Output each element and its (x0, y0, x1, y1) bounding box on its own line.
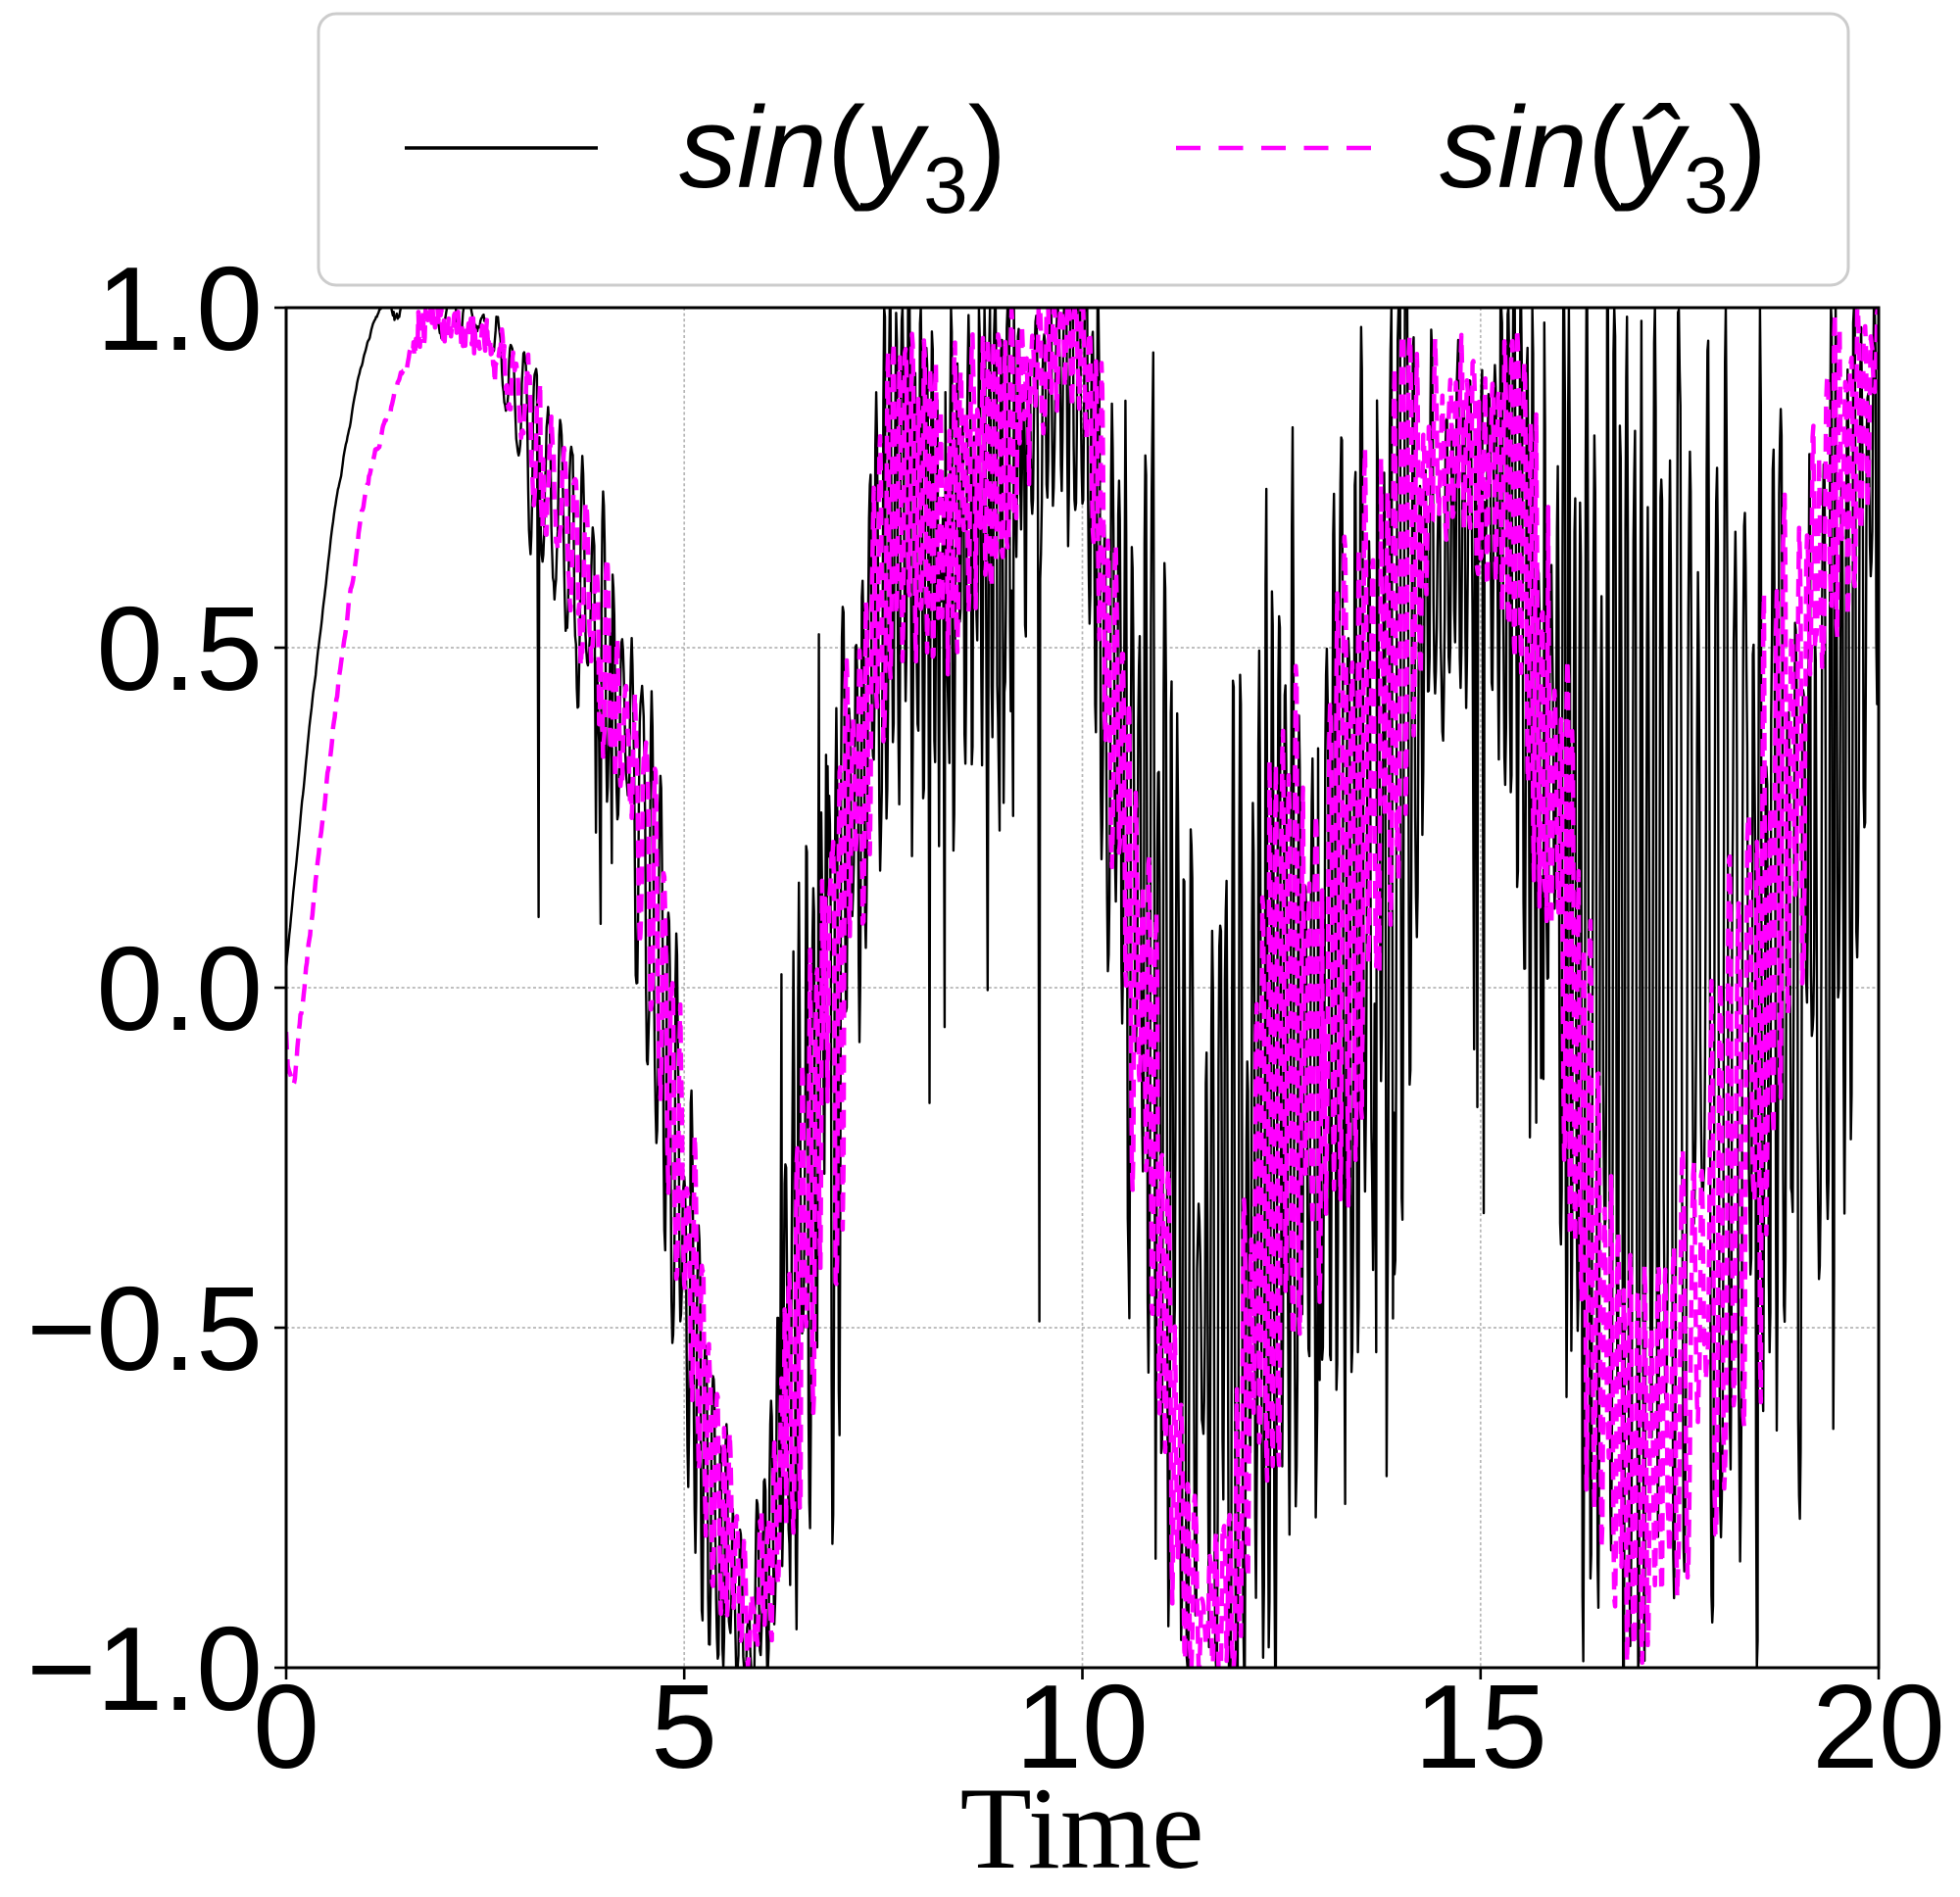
svg-text:−0.5: −0.5 (26, 1262, 263, 1395)
svg-text:sin(ŷ3): sin(ŷ3) (1440, 83, 1767, 230)
svg-text:1.0: 1.0 (96, 242, 263, 375)
svg-text:−1.0: −1.0 (26, 1602, 263, 1735)
svg-text:5: 5 (651, 1660, 717, 1793)
svg-text:0.5: 0.5 (96, 582, 263, 715)
svg-text:Time: Time (959, 1763, 1203, 1893)
svg-text:0.0: 0.0 (96, 922, 263, 1055)
svg-text:15: 15 (1414, 1660, 1547, 1793)
svg-text:0: 0 (253, 1660, 319, 1793)
svg-text:10: 10 (1015, 1660, 1149, 1793)
svg-text:20: 20 (1812, 1660, 1945, 1793)
